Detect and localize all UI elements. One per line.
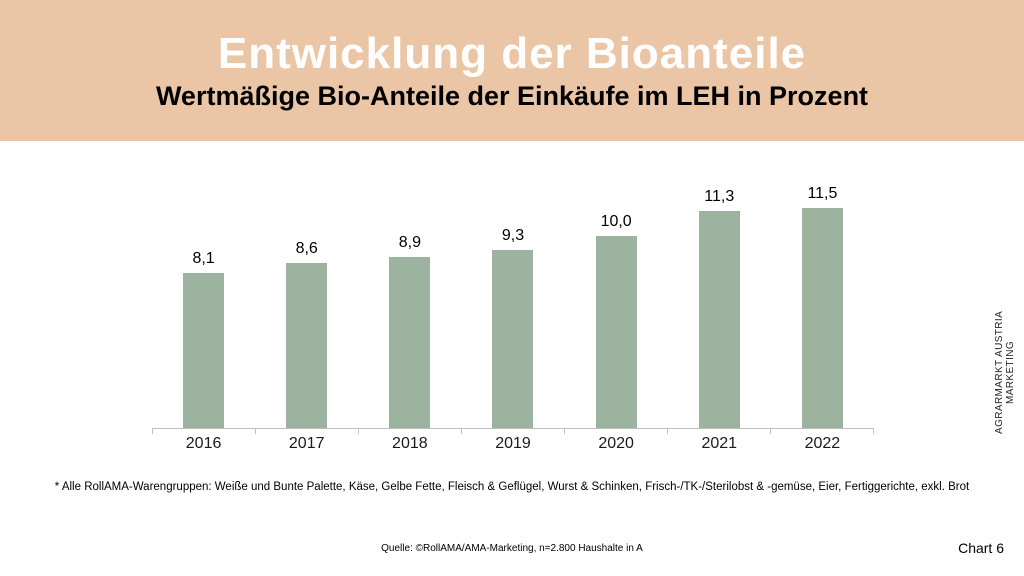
- x-axis-ticks: [152, 429, 874, 434]
- bar-column-2019: 9,3: [461, 227, 564, 428]
- page-title: Entwicklung der Bioanteile: [217, 29, 807, 78]
- agency-vertical-label: AGRARMARKT AUSTRIA MARKETING: [994, 310, 1016, 434]
- axis-tick-cell: [358, 429, 461, 434]
- x-axis-label: 2018: [392, 435, 428, 452]
- x-axis-label: 2019: [495, 435, 531, 452]
- bar: [698, 211, 740, 428]
- bar-column-2021: 11,3: [668, 188, 771, 428]
- bar: [389, 257, 431, 428]
- bar-column-2017: 8,6: [255, 240, 358, 428]
- footnote: * Alle RollAMA-Warengruppen: Weiße und B…: [54, 481, 970, 493]
- bar-column-2016: 8,1: [152, 250, 255, 428]
- bar-value-label: 8,1: [192, 250, 215, 267]
- bar: [492, 250, 534, 428]
- x-axis-label: 2022: [804, 435, 841, 452]
- axis-tick-cell: [152, 429, 255, 434]
- x-axis-label: 2016: [185, 435, 222, 452]
- bar: [595, 236, 637, 428]
- slide-header: Entwicklung der Bioanteile Wertmäßige Bi…: [0, 0, 1024, 141]
- axis-tick-cell: [461, 429, 564, 434]
- chart-number: Chart 6: [958, 540, 1004, 556]
- bar-column-2018: 8,9: [358, 234, 461, 428]
- axis-tick-cell: [564, 429, 667, 434]
- x-axis-labels: 2016 2017 2018 2019 2020 2021 2022: [152, 435, 874, 453]
- bar-value-label: 8,9: [398, 234, 421, 251]
- bar: [183, 273, 225, 428]
- bar: [286, 263, 328, 428]
- bar-value-label: 11,5: [807, 185, 838, 202]
- bar-column-2022: 11,5: [771, 185, 874, 428]
- x-axis-label: 2020: [598, 435, 634, 452]
- axis-tick-cell: [770, 429, 874, 434]
- bar-value-label: 10,0: [600, 213, 632, 230]
- page-subtitle: Wertmäßige Bio-Anteile der Einkäufe im L…: [155, 81, 869, 112]
- bar-value-label: 11,3: [704, 188, 735, 205]
- chart-plot-area: 8,1 8,6 8,9 9,3 10,0 11,3 11,5: [152, 149, 874, 429]
- bar-column-2020: 10,0: [565, 213, 668, 428]
- bar-value-label: 9,3: [501, 227, 525, 244]
- axis-tick-cell: [667, 429, 770, 434]
- bar-chart: 8,1 8,6 8,9 9,3 10,0 11,3 11,5 2016 2017 2018 201…: [152, 149, 874, 453]
- axis-tick-cell: [255, 429, 358, 434]
- x-axis-label: 2021: [701, 435, 738, 452]
- bar: [801, 208, 843, 428]
- x-axis-label: 2017: [288, 435, 325, 452]
- source-note: Quelle: ©RollAMA/AMA-Marketing, n=2.800 …: [381, 543, 643, 554]
- bar-value-label: 8,6: [295, 240, 318, 257]
